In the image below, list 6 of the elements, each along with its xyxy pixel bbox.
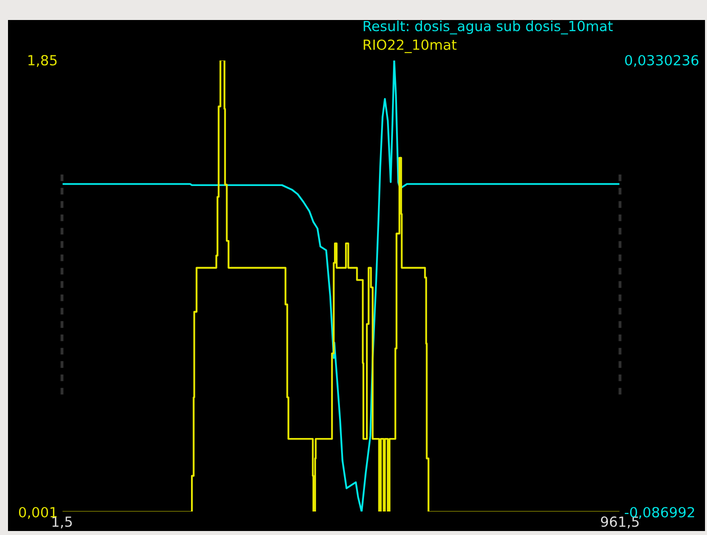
y-tick-label: 0,0330236 xyxy=(625,54,698,67)
text: Result: dosis_agua sub dosis_10mat xyxy=(364,20,613,34)
y2-tick-label: 1,85 xyxy=(28,54,57,67)
text: RIO22_10mat xyxy=(364,39,457,54)
x-tick-label: 1,5 xyxy=(52,516,72,528)
y2-tick-label: 0,001 xyxy=(18,506,57,519)
